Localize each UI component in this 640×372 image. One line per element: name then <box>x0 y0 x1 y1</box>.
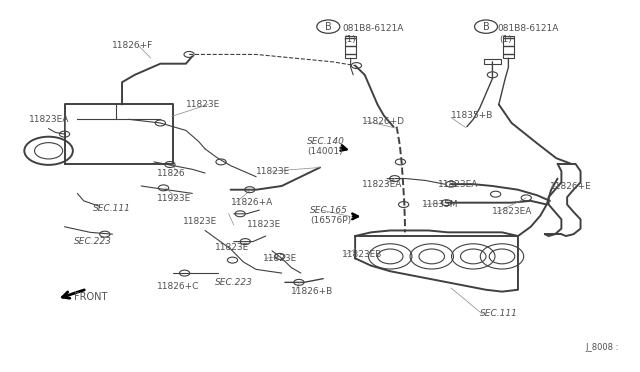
Text: 11823E: 11823E <box>182 217 217 226</box>
Bar <box>502 36 514 58</box>
Text: 11823E: 11823E <box>256 167 291 176</box>
Text: 11823EB: 11823EB <box>342 250 383 259</box>
Text: 11835M: 11835M <box>422 200 459 209</box>
Text: 081B8-6121A: 081B8-6121A <box>497 24 559 33</box>
Text: 11823E: 11823E <box>214 243 249 251</box>
Text: 11826+E: 11826+E <box>550 182 591 190</box>
Text: 11823E: 11823E <box>262 254 297 263</box>
Text: 081B8-6121A: 081B8-6121A <box>342 24 404 33</box>
Text: 11826: 11826 <box>157 169 186 177</box>
Text: FRONT: FRONT <box>74 292 108 302</box>
Bar <box>484 59 500 64</box>
Text: SEC.111: SEC.111 <box>479 310 518 318</box>
Text: SEC.165: SEC.165 <box>310 206 348 215</box>
Text: SEC.223: SEC.223 <box>214 278 253 287</box>
Text: SEC.223: SEC.223 <box>74 237 112 246</box>
Text: SEC.140: SEC.140 <box>307 137 345 146</box>
Text: SEC.111: SEC.111 <box>93 204 131 213</box>
Text: J_8008 :: J_8008 : <box>585 343 618 352</box>
Text: 11826+C: 11826+C <box>157 282 200 291</box>
Text: 11826+B: 11826+B <box>291 287 333 296</box>
Text: 11823EA: 11823EA <box>492 208 532 217</box>
Text: 11826+A: 11826+A <box>230 198 273 207</box>
Text: 11823EA: 11823EA <box>29 115 70 124</box>
Text: (1): (1) <box>499 35 511 44</box>
Bar <box>345 36 356 58</box>
Text: B: B <box>325 22 332 32</box>
Text: 11823E: 11823E <box>246 221 281 230</box>
Text: 11835+B: 11835+B <box>451 111 493 120</box>
Text: (16576P): (16576P) <box>310 216 351 225</box>
Text: B: B <box>483 22 490 32</box>
Text: 11823E: 11823E <box>186 100 220 109</box>
Text: (14001): (14001) <box>307 147 343 156</box>
Text: 11826+D: 11826+D <box>362 117 404 126</box>
Text: 11826+F: 11826+F <box>113 41 154 50</box>
Text: 11823EA: 11823EA <box>362 180 402 189</box>
Text: 11923E: 11923E <box>157 195 191 203</box>
Text: 11823EA: 11823EA <box>438 180 479 189</box>
Text: (1): (1) <box>344 35 356 44</box>
